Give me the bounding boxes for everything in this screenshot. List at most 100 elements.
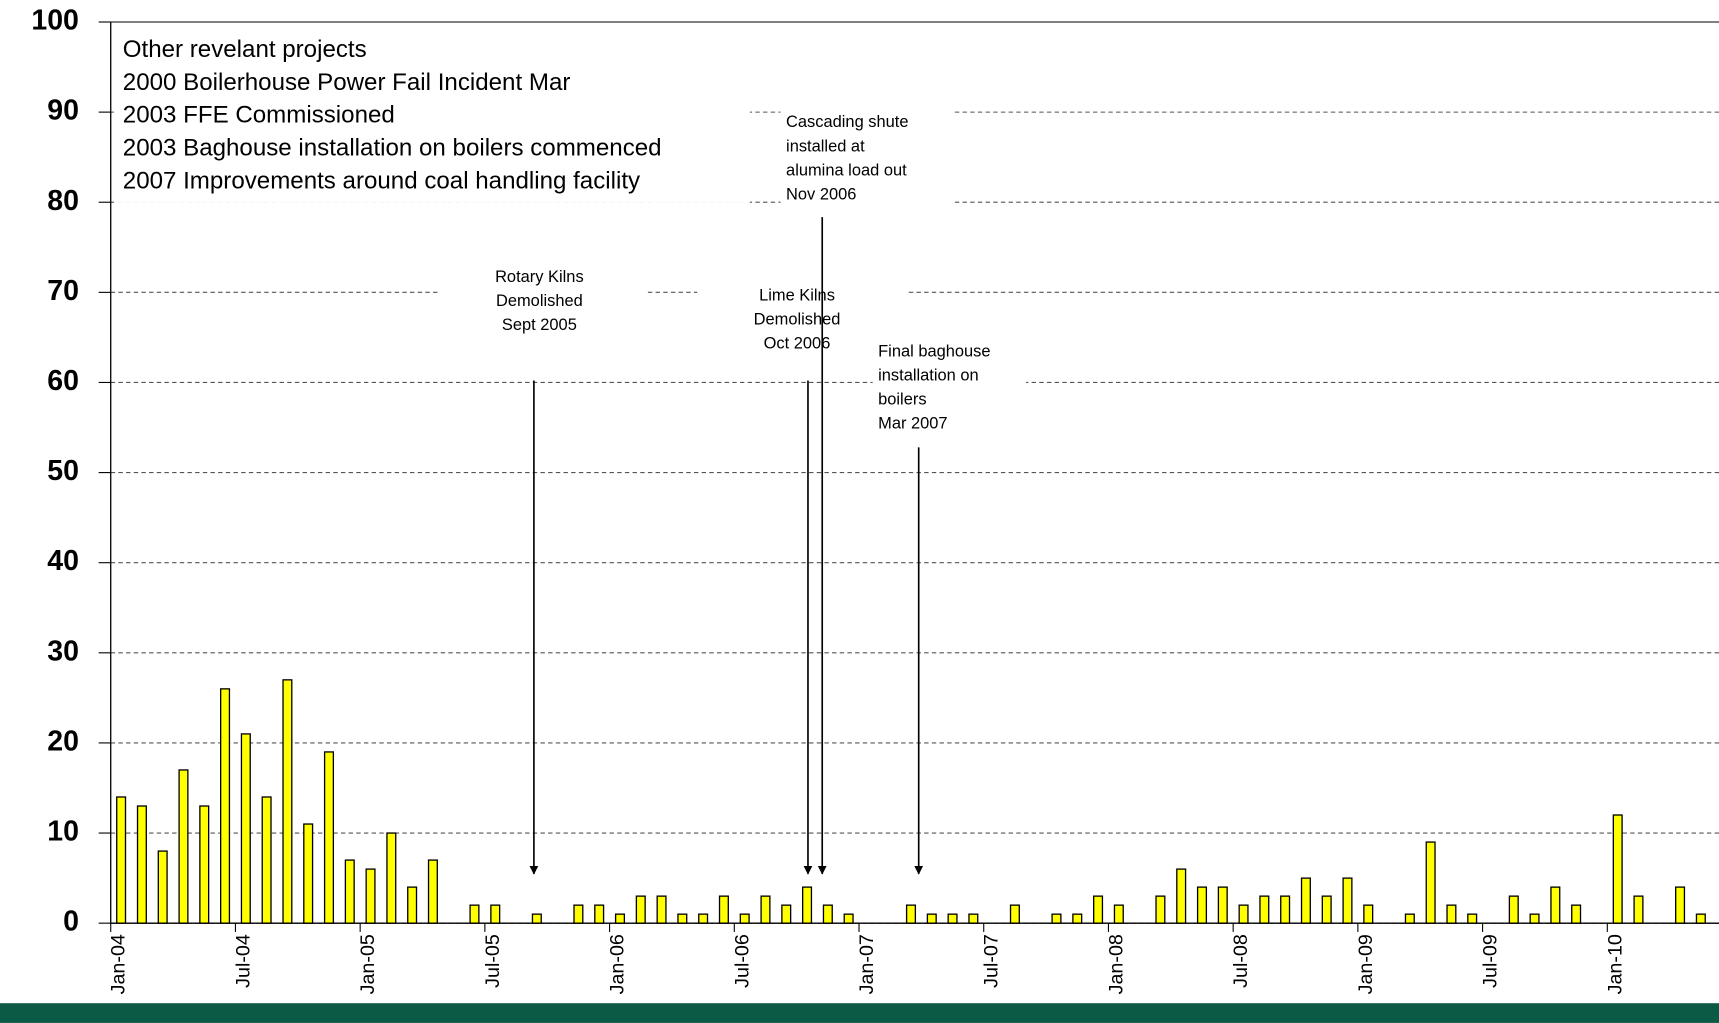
bar	[594, 904, 605, 924]
bar	[1342, 877, 1353, 924]
x-tick-label: Jan-08	[1105, 934, 1127, 994]
bar	[1446, 904, 1457, 924]
bar	[407, 886, 418, 924]
bar	[199, 805, 210, 924]
bar	[822, 904, 833, 924]
note-line: 2007 Improvements around coal handling f…	[123, 167, 640, 194]
bar	[1508, 895, 1519, 924]
bar	[1196, 886, 1208, 924]
bar	[926, 913, 937, 924]
bar	[1217, 886, 1228, 924]
footer-band	[0, 1003, 1719, 1023]
bar	[323, 751, 335, 924]
bar	[1571, 904, 1582, 924]
annotation-text: Oct 2006	[764, 335, 831, 353]
y-tick-label: 10	[47, 816, 79, 848]
y-tick-label: 70	[47, 275, 79, 307]
bar	[677, 913, 688, 924]
y-tick-label: 80	[47, 185, 79, 217]
y-tick-label: 90	[47, 95, 79, 127]
bar	[490, 904, 501, 924]
bar	[760, 895, 771, 924]
bar	[531, 913, 542, 924]
bar	[718, 895, 729, 924]
bar	[1155, 895, 1166, 924]
bar	[469, 904, 480, 924]
x-tick-label: Jul-04	[232, 934, 254, 988]
bar	[1425, 841, 1436, 924]
annotation-text: installed at	[786, 137, 865, 155]
bar	[843, 913, 854, 924]
bar	[220, 688, 231, 924]
x-tick-label: Jan-07	[856, 934, 878, 994]
label-background	[780, 105, 954, 210]
annotation-text: Sept 2005	[502, 316, 577, 334]
annotation-text: alumina load out	[786, 161, 907, 179]
bar	[1300, 877, 1311, 924]
bar	[1093, 895, 1104, 924]
y-tick-label: 40	[47, 545, 79, 577]
y-tick-label: 50	[47, 455, 79, 487]
bar	[261, 796, 272, 924]
bar	[365, 868, 376, 924]
annotation-text: Demolished	[496, 292, 583, 310]
bar	[1467, 913, 1478, 924]
bar	[1363, 904, 1374, 924]
y-tick-label: 60	[47, 365, 79, 397]
bar	[386, 832, 397, 924]
y-tick-label: 30	[47, 635, 79, 667]
bar	[1009, 904, 1020, 924]
x-tick-label: Jul-09	[1480, 934, 1502, 988]
bar	[1238, 904, 1249, 924]
bar	[802, 886, 813, 924]
bar	[781, 904, 792, 924]
bar	[116, 796, 127, 924]
x-tick-label: Jan-06	[607, 934, 629, 994]
x-tick-label: Jul-05	[482, 934, 504, 988]
annotation-text: Mar 2007	[878, 415, 947, 433]
label-background	[114, 32, 750, 203]
bar	[905, 904, 917, 924]
label-background	[438, 260, 647, 340]
note-line: 2003 FFE Commissioned	[123, 102, 395, 129]
bar	[698, 913, 709, 924]
annotation-text: boilers	[878, 391, 926, 409]
bar	[1176, 868, 1187, 924]
annotation-text: Cascading shute	[786, 113, 908, 131]
note-line: Other revelant projects	[123, 36, 367, 63]
y-tick-label: 20	[47, 725, 79, 757]
bar	[656, 895, 667, 924]
annotation-text: Demolished	[754, 311, 841, 329]
bar	[1529, 913, 1540, 924]
bar	[427, 859, 438, 924]
x-tick-label: Jan-09	[1355, 934, 1377, 994]
bar	[1113, 904, 1124, 924]
bar	[282, 679, 293, 924]
bar	[1259, 895, 1270, 924]
bar	[1051, 913, 1062, 924]
note-line: 2003 Baghouse installation on boilers co…	[123, 135, 662, 162]
annotation-text: Rotary Kilns	[495, 268, 584, 286]
bar	[968, 913, 979, 924]
y-tick-label: 100	[31, 5, 79, 37]
bar	[1321, 895, 1332, 924]
x-tick-label: Jan-10	[1604, 934, 1626, 994]
bar	[1633, 895, 1644, 924]
x-tick-label: Jul-06	[731, 934, 753, 988]
bar	[303, 823, 314, 924]
bar	[136, 805, 147, 924]
bar	[178, 769, 189, 924]
note-line: 2000 Boilerhouse Power Fail Incident Mar	[123, 69, 571, 96]
annotation-text: Nov 2006	[786, 186, 856, 204]
bar	[1550, 886, 1561, 924]
bar	[614, 913, 626, 924]
bar	[1675, 886, 1686, 924]
bar	[240, 733, 251, 924]
x-tick-label: Jan-04	[108, 934, 130, 994]
y-tick-label: 0	[63, 906, 79, 938]
bar	[1695, 913, 1706, 924]
bar	[739, 913, 750, 924]
annotation-text: Lime Kilns	[759, 286, 835, 304]
bar	[344, 859, 355, 924]
